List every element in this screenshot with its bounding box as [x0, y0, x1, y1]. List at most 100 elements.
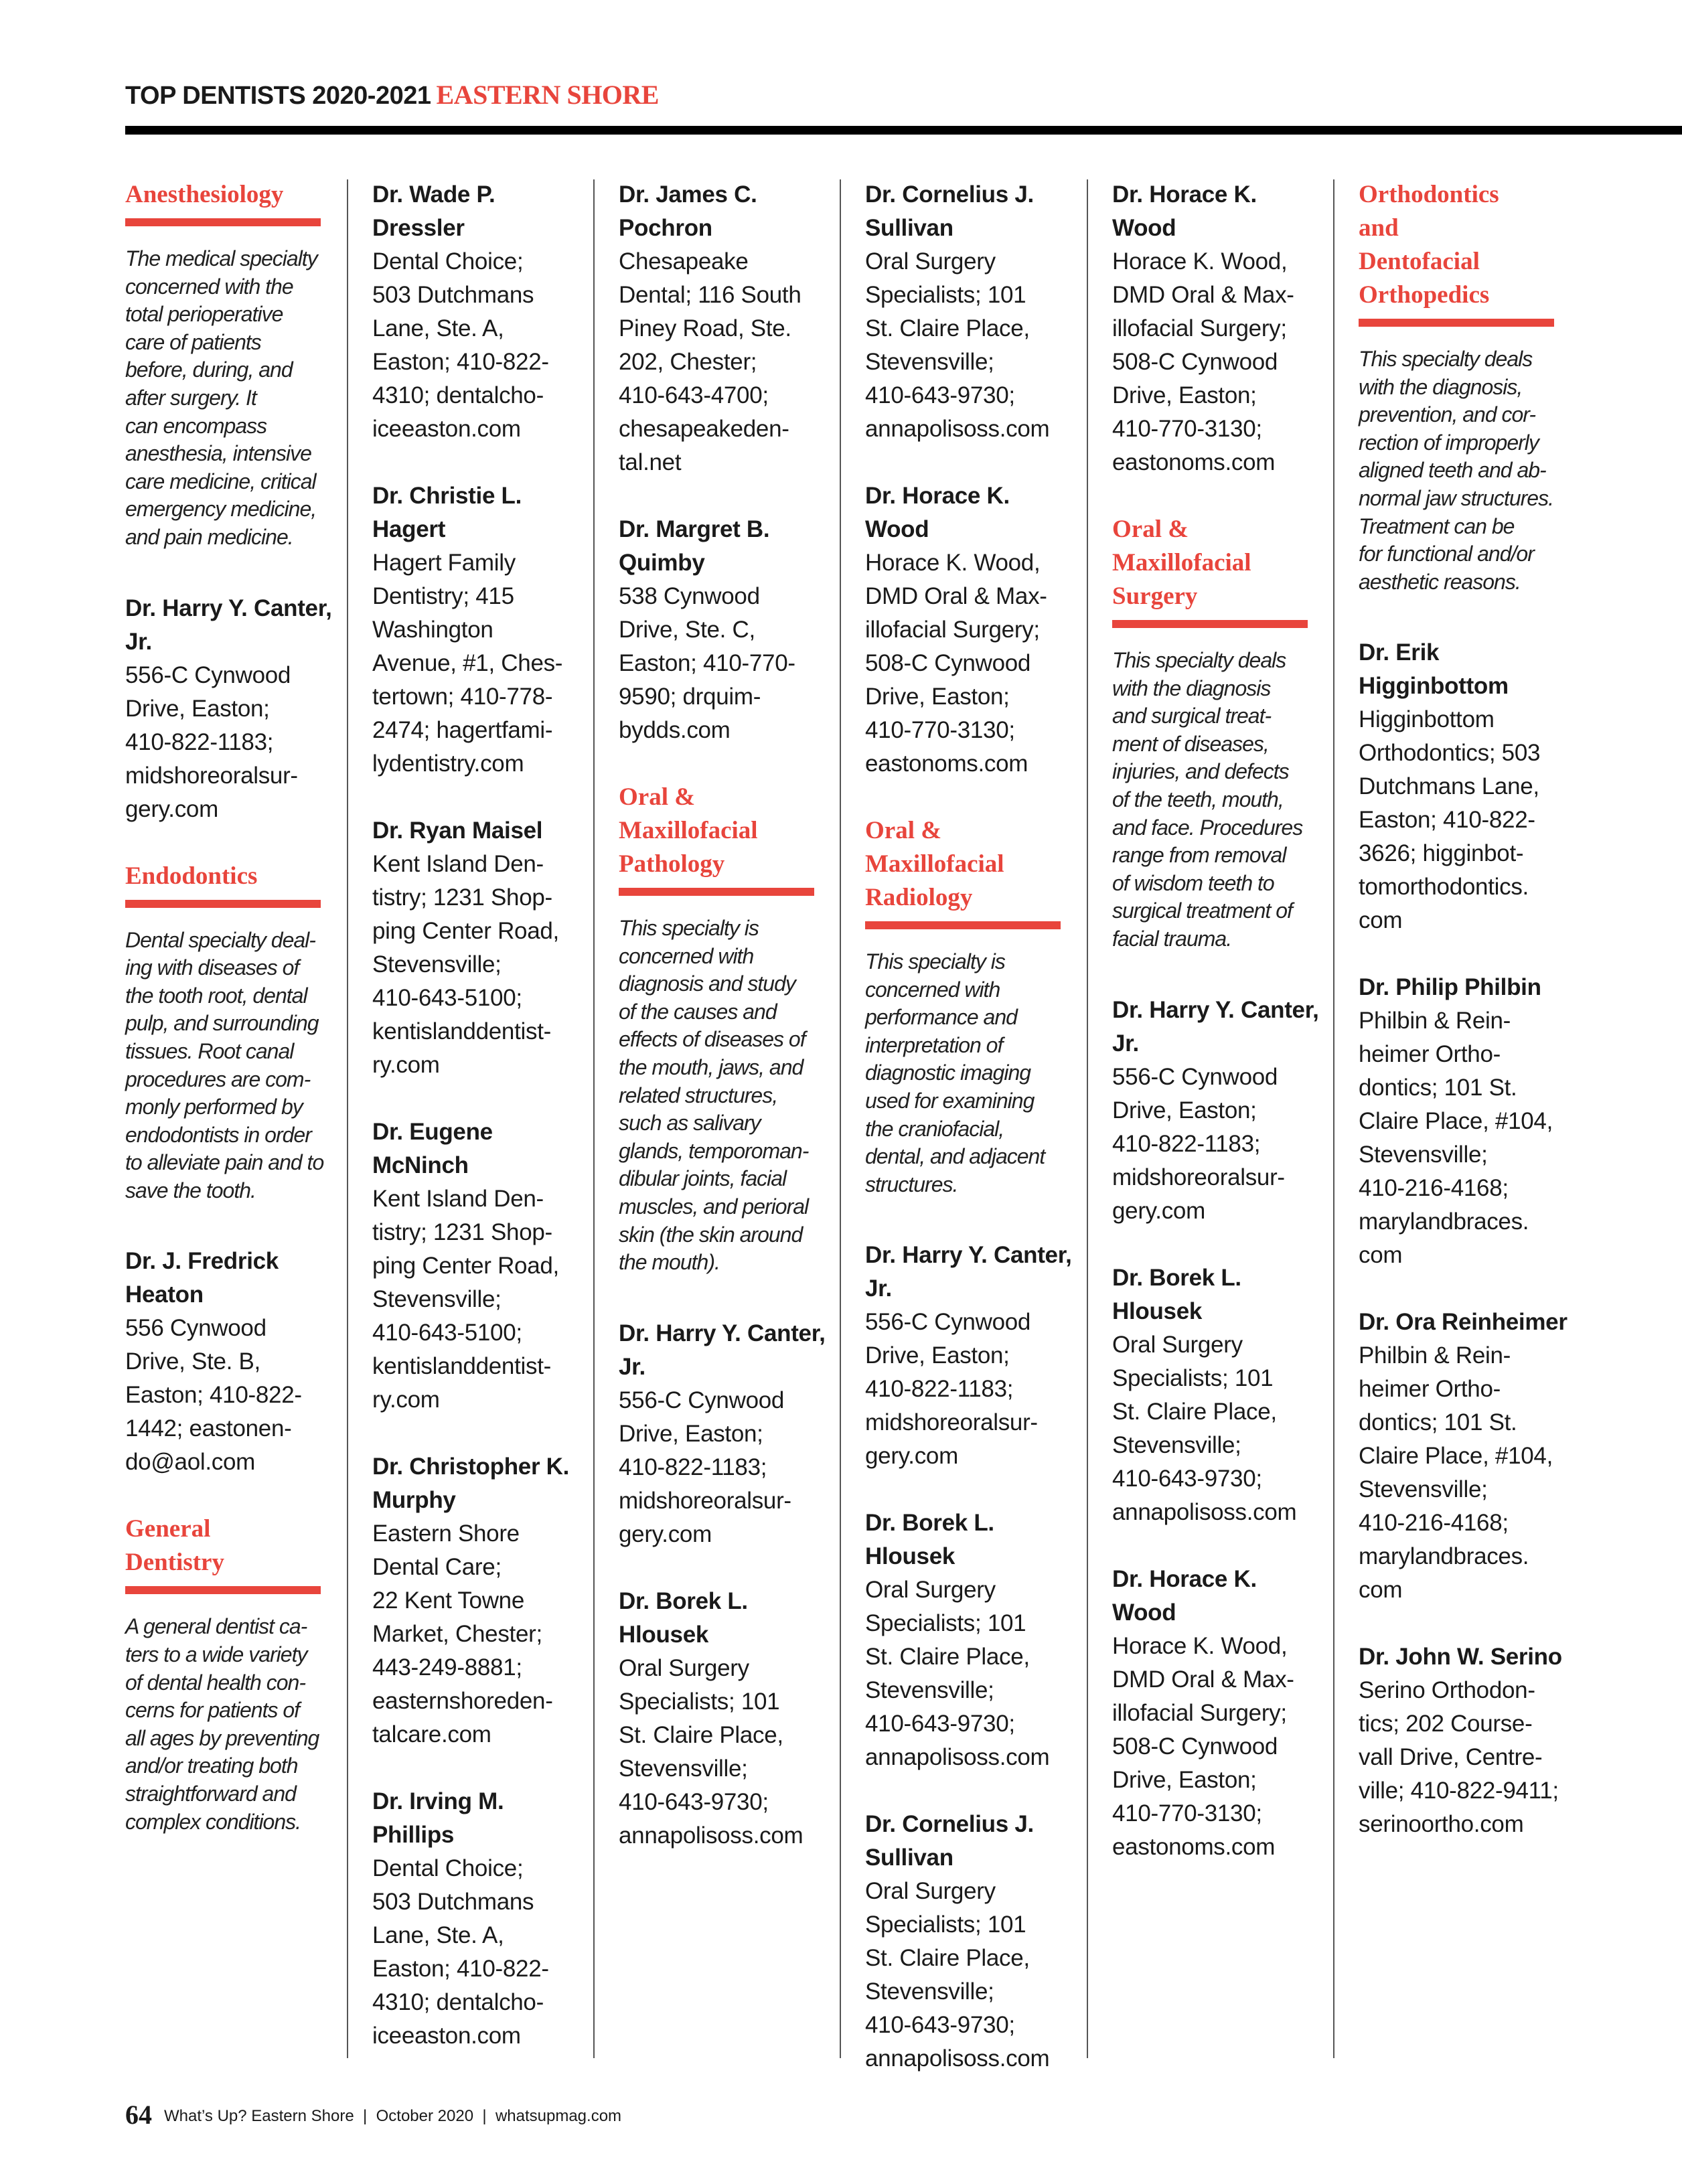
heading-underline — [125, 899, 321, 908]
dentist-entry: Dr. James C. Pochron Chesapeake Dental; 1… — [619, 178, 833, 479]
dentist-name: Dr. J. Fredrick Heaton — [125, 1248, 279, 1308]
dentist-entry: Dr. Erik Higginbottom Higginbottom Orthod… — [1359, 636, 1573, 937]
column-6: Orthodontics and Dentofacial Orthopedics… — [1359, 178, 1573, 1875]
specialty-heading: Anesthesiology — [125, 181, 284, 208]
dentist-contact: Chesapeake Dental; 116 South Piney Road,… — [619, 248, 801, 475]
specialty-heading: General Dentistry — [125, 1515, 224, 1577]
dentist-name: Dr. Christopher K. Murphy — [372, 1454, 570, 1513]
dentist-name: Dr. Ryan Maisel — [372, 817, 543, 844]
dentist-entry: Dr. Philip Philbin Philbin & Rein- heimer… — [1359, 971, 1573, 1272]
column-3: Dr. James C. Pochron Chesapeake Dental; 1… — [619, 178, 833, 1886]
dentist-name: Dr. Horace K. Wood — [1112, 181, 1257, 241]
specialty-heading: Endodontics — [125, 862, 258, 890]
specialty-heading: Oral & Maxillofacial Pathology — [619, 783, 758, 878]
specialty-section: General Dentistry A general dentist ca- t… — [125, 1512, 339, 1836]
dentist-name: Dr. Philip Philbin — [1359, 974, 1541, 1001]
heading-underline — [1112, 620, 1308, 628]
heading-underline — [125, 218, 321, 226]
footer-text: What’s Up? Eastern Shore | October 2020 … — [164, 2107, 622, 2125]
dentist-entry: Dr. Irving M. Phillips Dental Choice; 503… — [372, 1785, 587, 2053]
column-divider — [840, 179, 841, 2058]
dentist-name: Dr. Wade P. Dressler — [372, 181, 495, 241]
specialty-section: Orthodontics and Dentofacial Orthopedics… — [1359, 178, 1573, 596]
dentist-entry: Dr. Margret B. Quimby 538 Cynwood Drive, … — [619, 513, 833, 747]
dentist-contact: Oral Surgery Specialists; 101 St. Claire… — [865, 1577, 1050, 1771]
dentist-name: Dr. Horace K. Wood — [1112, 1565, 1257, 1626]
specialty-description: This specialty deals with the diagnosis … — [1112, 648, 1303, 951]
specialty-section: Oral & Maxillofacial Surgery This special… — [1112, 513, 1326, 953]
dentist-name: Dr. Ora Reinheimer — [1359, 1309, 1568, 1336]
dentist-entry: Dr. Horace K. Wood Horace K. Wood, DMD Or… — [1112, 1563, 1326, 1864]
dentist-entry: Dr. Harry Y. Canter, Jr. 556-C Cynwood Dr… — [619, 1317, 833, 1551]
dentist-name: Dr. Margret B. Quimby — [619, 516, 770, 576]
dentist-entry: Dr. Harry Y. Canter, Jr. 556-C Cynwood Dr… — [865, 1239, 1079, 1473]
specialty-section: Endodontics Dental specialty deal- ing wi… — [125, 860, 339, 1205]
specialty-heading: Orthodontics and Dentofacial Orthopedics — [1359, 181, 1499, 309]
dentist-name: Dr. Borek L. Hlousek — [619, 1587, 748, 1648]
dentist-contact: 556 Cynwood Drive, Ste. B, Easton; 410-8… — [125, 1315, 302, 1476]
dentist-name: Dr. Horace K. Wood — [865, 483, 1010, 542]
dentist-contact: Oral Surgery Specialists; 101 St. Claire… — [619, 1654, 804, 1849]
dentist-name: Dr. Eugene McNinch — [372, 1119, 493, 1178]
specialty-heading: Oral & Maxillofacial Surgery — [1112, 516, 1251, 610]
dentist-name: Dr. Cornelius J. Sullivan — [865, 1811, 1034, 1871]
dentist-name: Dr. Harry Y. Canter, Jr. — [125, 595, 332, 655]
dentist-entry: Dr. Cornelius J. Sullivan Oral Surgery Sp… — [865, 1808, 1079, 2076]
dentist-entry: Dr. Harry Y. Canter, Jr. 556-C Cynwood Dr… — [1112, 994, 1326, 1228]
dentist-contact: 538 Cynwood Drive, Ste. C, Easton; 410-7… — [619, 583, 795, 743]
dentist-contact: Oral Surgery Specialists; 101 St. Claire… — [1112, 1331, 1297, 1525]
dentist-name: Dr. John W. Serino — [1359, 1644, 1562, 1670]
dentist-contact: Kent Island Den- tistry; 1231 Shop- ping… — [372, 851, 559, 1078]
dentist-name: Dr. Harry Y. Canter, Jr. — [865, 1242, 1072, 1302]
specialty-description: The medical specialty concerned with the… — [125, 246, 318, 549]
dentist-entry: Dr. Eugene McNinch Kent Island Den- tistr… — [372, 1115, 587, 1417]
dentist-contact: Dental Choice; 503 Dutchmans Lane, Ste. … — [372, 1855, 549, 2049]
header-rule — [125, 126, 1682, 135]
dentist-name: Dr. Borek L. Hlousek — [865, 1510, 994, 1570]
column-divider — [347, 179, 348, 2058]
column-divider — [593, 179, 595, 2058]
dentist-entry: Dr. Christie L. Hagert Hagert Family Dent… — [372, 479, 587, 781]
dentist-contact: Serino Orthodon- tics; 202 Course- vall … — [1359, 1677, 1559, 1838]
dentist-name: Dr. Cornelius J. Sullivan — [865, 181, 1034, 241]
page-header: TOP DENTISTS 2020-2021 EASTERN SHORE — [125, 79, 659, 110]
dentist-entry: Dr. Borek L. Hlousek Oral Surgery Special… — [865, 1506, 1079, 1774]
column-1: Anesthesiology The medical specialty conc… — [125, 178, 339, 1876]
page-footer: 64 What’s Up? Eastern Shore | October 202… — [125, 2099, 621, 2130]
column-5: Dr. Horace K. Wood Horace K. Wood, DMD Or… — [1112, 178, 1326, 1897]
column-2: Dr. Wade P. Dressler Dental Choice; 503 D… — [372, 178, 587, 2086]
dentist-entry: Dr. Horace K. Wood Horace K. Wood, DMD Or… — [1112, 178, 1326, 479]
dentist-name: Dr. Harry Y. Canter, Jr. — [619, 1320, 826, 1380]
dentist-contact: 556-C Cynwood Drive, Easton; 410-822-118… — [865, 1309, 1038, 1470]
dentist-contact: Higginbottom Orthodontics; 503 Dutchmans… — [1359, 706, 1541, 934]
dentist-entry: Dr. Horace K. Wood Horace K. Wood, DMD Or… — [865, 479, 1079, 781]
specialty-section: Oral & Maxillofacial Pathology This speci… — [619, 781, 833, 1277]
header-title: TOP DENTISTS 2020-2021 — [125, 82, 431, 110]
dentist-entry: Dr. Harry Y. Canter, Jr. 556-C Cynwood Dr… — [125, 592, 339, 826]
dentist-contact: Eastern Shore Dental Care; 22 Kent Towne… — [372, 1520, 553, 1747]
specialty-heading: Oral & Maxillofacial Radiology — [865, 817, 1004, 911]
dentist-entry: Dr. Christopher K. Murphy Eastern Shore D… — [372, 1450, 587, 1751]
dentist-contact: Oral Surgery Specialists; 101 St. Claire… — [865, 1878, 1050, 2072]
dentist-contact: Dental Choice; 503 Dutchmans Lane, Ste. … — [372, 248, 549, 442]
dentist-entry: Dr. Ora Reinheimer Philbin & Rein- heimer… — [1359, 1306, 1573, 1607]
dentist-contact: Horace K. Wood, DMD Oral & Max- illofaci… — [1112, 1632, 1294, 1860]
specialty-section: Oral & Maxillofacial Radiology This speci… — [865, 814, 1079, 1198]
dentist-contact: Philbin & Rein- heimer Ortho- dontics; 1… — [1359, 1008, 1553, 1269]
dentist-contact: Oral Surgery Specialists; 101 St. Claire… — [865, 248, 1050, 442]
dentist-name: Dr. Irving M. Phillips — [372, 1788, 504, 1848]
column-4: Dr. Cornelius J. Sullivan Oral Surgery Sp… — [865, 178, 1079, 2109]
dentist-entry: Dr. Cornelius J. Sullivan Oral Surgery Sp… — [865, 178, 1079, 446]
specialty-description: This specialty is concerned with diagnos… — [619, 916, 809, 1275]
dentist-name: Dr. Borek L. Hlousek — [1112, 1264, 1241, 1324]
dentist-contact: Hagert Family Dentistry; 415 Washington … — [372, 550, 563, 777]
heading-underline — [1359, 319, 1554, 327]
page-number: 64 — [125, 2100, 152, 2130]
dentist-entry: Dr. Wade P. Dressler Dental Choice; 503 D… — [372, 178, 587, 446]
dentist-contact: 556-C Cynwood Drive, Easton; 410-822-118… — [619, 1387, 791, 1547]
column-divider — [1087, 179, 1088, 2058]
header-region: EASTERN SHORE — [436, 80, 660, 110]
specialty-description: This specialty is concerned with perform… — [865, 949, 1045, 1196]
specialty-description: This specialty deals with the diagnosis,… — [1359, 347, 1554, 594]
dentist-contact: 556-C Cynwood Drive, Easton; 410-822-118… — [125, 661, 298, 822]
